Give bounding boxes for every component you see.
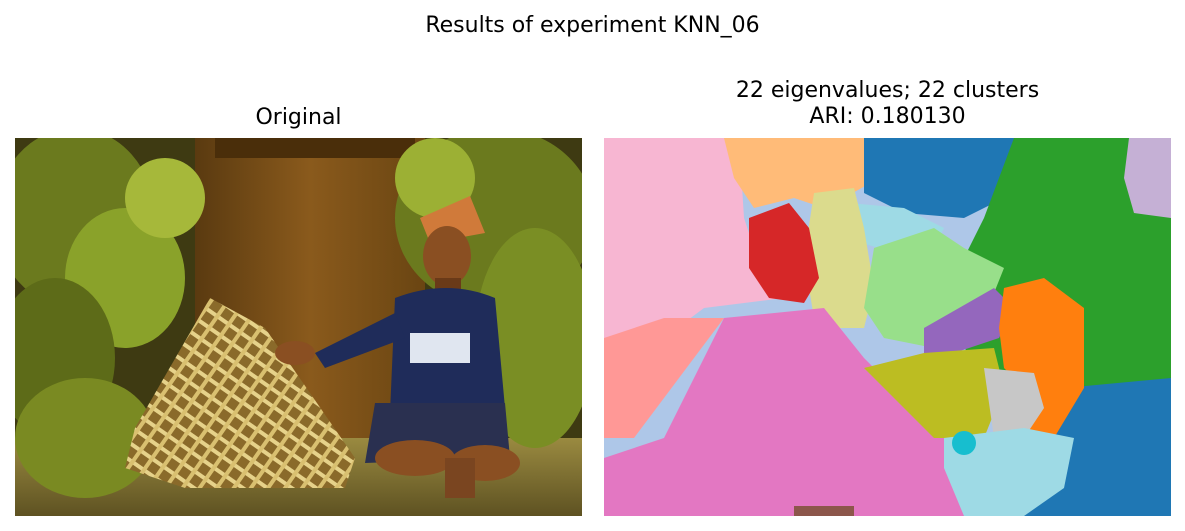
original-photo — [15, 138, 582, 516]
segmentation-map — [604, 138, 1171, 516]
original-panel-title: Original — [255, 105, 342, 130]
segmentation-title-line1: 22 eigenvalues; 22 clusters — [735, 78, 1040, 103]
figure-suptitle: Results of experiment KNN_06 — [425, 13, 760, 38]
segmentation-image — [604, 138, 1171, 516]
original-image — [15, 138, 582, 516]
segmentation-title-line2: ARI: 0.180130 — [809, 104, 966, 129]
segmentation-panel-title: 22 eigenvalues; 22 clusters ARI: 0.18013… — [604, 78, 1171, 130]
